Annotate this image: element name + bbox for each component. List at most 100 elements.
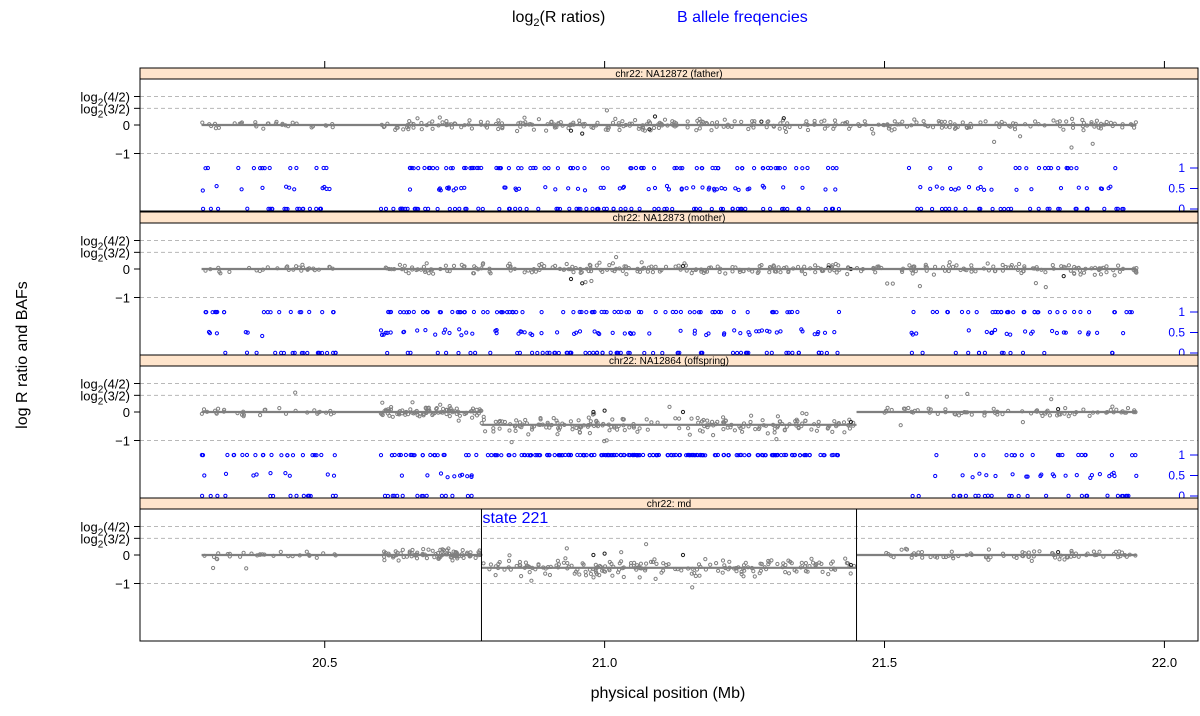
lrr-point bbox=[650, 270, 656, 275]
lrr-point bbox=[664, 562, 669, 568]
baf-point bbox=[666, 453, 671, 458]
baf-point bbox=[398, 206, 403, 211]
baf-point bbox=[710, 165, 715, 171]
lrr-point bbox=[407, 119, 412, 124]
baf-point bbox=[805, 165, 810, 171]
baf-point bbox=[621, 185, 626, 190]
baf-point bbox=[571, 310, 576, 315]
lrr-point bbox=[621, 574, 626, 580]
lrr-point bbox=[778, 419, 783, 424]
lrr-point bbox=[1014, 555, 1019, 561]
baf-point bbox=[718, 310, 724, 315]
baf-point bbox=[947, 206, 952, 211]
baf-point bbox=[568, 165, 573, 171]
lrr-point bbox=[1087, 413, 1092, 418]
lrr-point bbox=[667, 404, 672, 409]
baf-point bbox=[674, 165, 679, 171]
lrr-point bbox=[526, 432, 531, 437]
lrr-point bbox=[701, 417, 706, 423]
baf-point bbox=[678, 328, 683, 333]
baf-point bbox=[982, 493, 988, 499]
lrr-point bbox=[1032, 549, 1037, 554]
baf-point bbox=[236, 165, 241, 171]
baf-point bbox=[934, 453, 939, 458]
lrr-tick-label: log2(4/2) bbox=[80, 90, 130, 109]
lrr-point bbox=[577, 430, 583, 435]
lrr-point bbox=[328, 412, 334, 417]
lrr-point bbox=[447, 404, 452, 409]
lrr-point bbox=[1064, 119, 1069, 124]
lrr-point bbox=[619, 550, 624, 555]
baf-point bbox=[662, 206, 667, 212]
baf-point bbox=[713, 453, 718, 458]
baf-point bbox=[906, 165, 912, 171]
lrr-point bbox=[960, 120, 965, 125]
lrr-tick-label: 0 bbox=[123, 548, 130, 563]
baf-point bbox=[468, 350, 473, 356]
lrr-point bbox=[766, 558, 771, 564]
baf-point bbox=[636, 309, 642, 315]
baf-point bbox=[747, 186, 752, 191]
lrr-point bbox=[555, 432, 560, 437]
lrr-point bbox=[201, 407, 207, 412]
baf-point bbox=[388, 309, 394, 315]
baf-point bbox=[1030, 452, 1035, 458]
baf-point bbox=[254, 350, 259, 355]
baf-point bbox=[726, 453, 731, 458]
lrr-point bbox=[434, 406, 439, 412]
lrr-point bbox=[692, 571, 697, 576]
lrr-point bbox=[496, 118, 501, 123]
lrr-point bbox=[561, 560, 567, 565]
baf-point bbox=[738, 331, 743, 336]
baf-tick-label: 0.5 bbox=[1168, 326, 1185, 340]
baf-point bbox=[611, 452, 616, 458]
baf-point bbox=[415, 328, 420, 333]
baf-point bbox=[469, 473, 474, 478]
lrr-point bbox=[822, 118, 827, 123]
baf-point bbox=[530, 332, 535, 338]
lrr-point bbox=[471, 271, 476, 276]
lrr-point bbox=[689, 416, 694, 421]
baf-point bbox=[735, 350, 740, 356]
baf-point bbox=[251, 166, 256, 171]
lrr-point bbox=[716, 568, 721, 573]
lrr-point bbox=[816, 419, 821, 424]
lrr-point bbox=[393, 127, 398, 132]
lrr-point bbox=[748, 419, 753, 425]
baf-point bbox=[589, 310, 595, 315]
lrr-point bbox=[841, 420, 847, 425]
lrr-point bbox=[848, 571, 853, 576]
lrr-point bbox=[393, 549, 398, 554]
lrr-point bbox=[497, 426, 502, 431]
baf-point bbox=[556, 350, 561, 356]
lrr-point bbox=[991, 406, 996, 411]
baf-point bbox=[1072, 309, 1077, 315]
baf-point bbox=[756, 329, 762, 334]
baf-point bbox=[1062, 310, 1067, 315]
baf-point bbox=[216, 206, 221, 211]
lrr-point bbox=[637, 426, 642, 431]
baf-point bbox=[537, 453, 542, 458]
baf-point bbox=[995, 310, 1000, 315]
baf-point bbox=[715, 452, 721, 458]
baf-point bbox=[305, 350, 310, 356]
baf-point bbox=[576, 206, 581, 211]
baf-point bbox=[385, 330, 390, 335]
lrr-point bbox=[703, 557, 708, 562]
lrr-point bbox=[774, 437, 779, 442]
lrr-point bbox=[954, 263, 959, 268]
baf-point bbox=[730, 350, 736, 355]
lrr-point-dark bbox=[580, 131, 585, 136]
lrr-tick-label: log2(3/2) bbox=[80, 531, 130, 550]
lrr-point bbox=[600, 269, 605, 274]
lrr-point bbox=[518, 563, 523, 568]
lrr-point bbox=[655, 420, 660, 425]
x-tick-label: 20.5 bbox=[312, 655, 337, 670]
baf-point bbox=[579, 309, 584, 315]
baf-point bbox=[587, 350, 592, 356]
baf-point bbox=[401, 310, 406, 315]
baf-point bbox=[981, 453, 986, 458]
lrr-point bbox=[640, 127, 645, 132]
lrr-point-dark bbox=[680, 552, 686, 558]
lrr-point bbox=[455, 556, 460, 561]
